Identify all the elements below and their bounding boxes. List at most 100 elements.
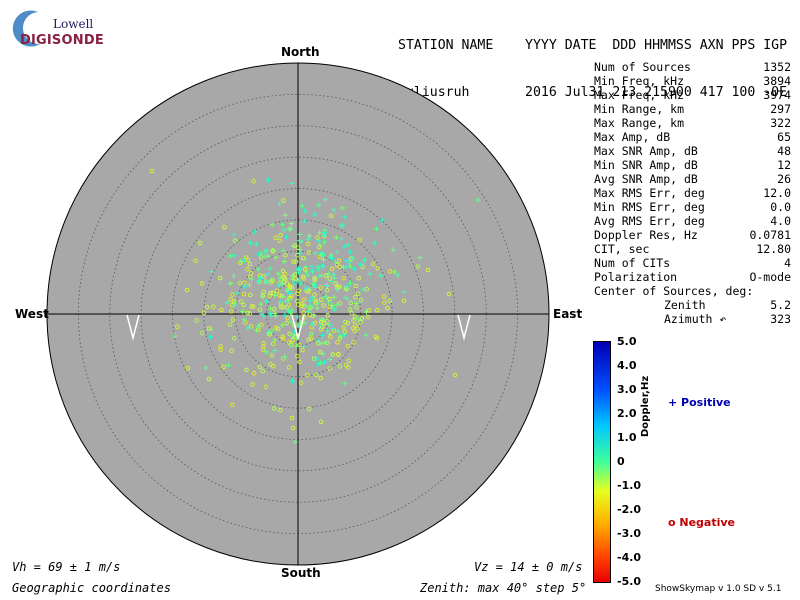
negative-source-point (312, 292, 317, 298)
negative-source-point (306, 406, 312, 412)
colorbar-tick: -3.0 (617, 527, 642, 540)
positive-source-point (345, 296, 351, 302)
negative-source-point (297, 342, 302, 348)
positive-source-point (379, 217, 385, 223)
positive-source-point (358, 261, 364, 267)
negative-source-point (356, 291, 361, 297)
negative-source-point (248, 292, 253, 298)
stat-value: 12.80 (756, 242, 791, 256)
negative-source-point (290, 425, 296, 431)
negative-source-point (230, 402, 235, 408)
negative-source-point (211, 304, 216, 310)
negative-source-point (314, 372, 319, 378)
negative-source-point (251, 371, 257, 376)
positive-source-point (227, 253, 233, 259)
positive-source-point (343, 264, 349, 270)
positive-source-point (361, 257, 367, 263)
negative-source-point (269, 353, 275, 358)
negative-source-point (199, 281, 205, 286)
positive-source-point (306, 236, 312, 242)
negative-source-point (300, 347, 305, 353)
colorbar-tick: -5.0 (617, 575, 642, 588)
positive-source-point (344, 283, 350, 289)
negative-source-point (301, 276, 306, 281)
west-velocity-marker (126, 314, 140, 341)
positive-source-point (264, 279, 270, 285)
stat-row: Max RMS Err, deg 12.0 (594, 186, 791, 200)
negative-source-point (280, 334, 285, 339)
negative-source-point (342, 329, 348, 335)
negative-source-point (282, 271, 288, 277)
positive-source-point (392, 269, 398, 275)
stat-label: Avg SNR Amp, dB (594, 172, 698, 186)
positive-source-point (341, 244, 347, 250)
negative-source-point (328, 213, 334, 219)
positive-source-point (320, 351, 326, 357)
negative-source-point (284, 304, 290, 310)
negative-source-point (387, 298, 393, 304)
negative-source-point (341, 325, 347, 330)
stat-value: 3974 (763, 88, 791, 102)
positive-source-point (240, 309, 246, 315)
positive-source-point (286, 226, 292, 232)
negative-source-point (286, 340, 292, 345)
positive-source-point (322, 340, 328, 346)
colorbar-tick: -4.0 (617, 551, 642, 564)
negative-source-point (204, 304, 210, 310)
negative-source-point (385, 305, 390, 311)
negative-source-point (302, 297, 307, 302)
negative-source-point (243, 320, 248, 325)
negative-source-point (452, 372, 458, 378)
positive-source-point (288, 220, 294, 226)
stat-row: Zenith 5.2 (594, 298, 791, 312)
negative-source-point (238, 299, 244, 304)
negative-source-point (201, 310, 207, 315)
negative-source-point (308, 336, 314, 341)
negative-source-point (358, 297, 364, 303)
negative-source-point (415, 264, 421, 269)
positive-source-point (288, 290, 294, 296)
positive-source-point (272, 347, 278, 353)
negative-source-point (206, 376, 212, 382)
stat-label: Num of CITs (594, 256, 671, 270)
positive-source-point (256, 323, 262, 329)
negative-source-point (318, 375, 323, 381)
colorbar-tick: 0 (617, 455, 625, 468)
colorbar-tick: 3.0 (617, 383, 637, 396)
positive-source-point (275, 271, 281, 277)
negative-source-point (370, 261, 376, 267)
negative-source-point (336, 258, 342, 263)
positive-source-point (305, 272, 311, 278)
positive-source-point (292, 439, 298, 445)
negative-source-point (245, 257, 251, 263)
coordinate-system: Geographic coordinates (12, 581, 171, 595)
negative-source-point (286, 365, 292, 370)
positive-source-point (265, 271, 271, 277)
positive-source-point (338, 236, 344, 242)
negative-source-point (199, 330, 205, 336)
positive-source-point (344, 258, 350, 264)
stat-row: Max Amp, dB 65 (594, 130, 791, 144)
negative-source-point (299, 301, 305, 307)
positive-source-point (331, 271, 337, 277)
positive-source-point (248, 240, 254, 246)
negative-source-point (334, 285, 340, 290)
negative-source-point (366, 314, 371, 320)
positive-source-point (253, 241, 259, 247)
negative-source-point (268, 290, 273, 296)
stat-value: 12.0 (763, 186, 791, 200)
positive-source-point (231, 232, 237, 238)
negative-source-point (297, 359, 302, 365)
positive-source-point (267, 266, 273, 272)
negative-source-point (323, 273, 329, 278)
positive-source-point (317, 360, 323, 366)
stat-value: 0.0781 (749, 228, 791, 242)
negative-source-point (228, 297, 233, 302)
negative-source-point (218, 347, 223, 352)
horizontal-velocity: Vh = 69 ± 1 m/s (12, 560, 121, 574)
stat-value: 323 (770, 312, 791, 326)
stat-row: Num of CITs 4 (594, 256, 791, 270)
positive-source-point (312, 251, 318, 257)
negative-source-point (267, 293, 273, 299)
negative-legend: o Negative (668, 516, 736, 529)
